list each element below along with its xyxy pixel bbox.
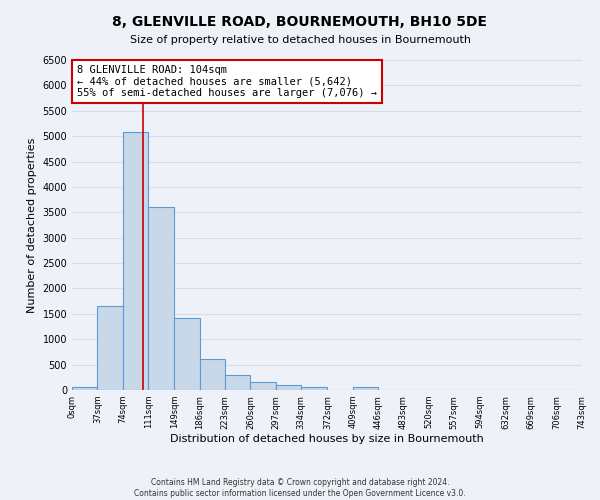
- Bar: [353, 388, 378, 390]
- Bar: [72, 388, 97, 390]
- Bar: [123, 132, 148, 390]
- X-axis label: Distribution of detached houses by size in Bournemouth: Distribution of detached houses by size …: [170, 434, 484, 444]
- Bar: [174, 318, 200, 390]
- Text: 8, GLENVILLE ROAD, BOURNEMOUTH, BH10 5DE: 8, GLENVILLE ROAD, BOURNEMOUTH, BH10 5DE: [113, 15, 487, 29]
- Text: Contains HM Land Registry data © Crown copyright and database right 2024.
Contai: Contains HM Land Registry data © Crown c…: [134, 478, 466, 498]
- Bar: [148, 207, 174, 390]
- Bar: [250, 382, 276, 390]
- Bar: [200, 359, 225, 390]
- Bar: [276, 385, 301, 390]
- Bar: [225, 375, 250, 390]
- Text: Size of property relative to detached houses in Bournemouth: Size of property relative to detached ho…: [130, 35, 470, 45]
- Bar: [97, 306, 123, 390]
- Y-axis label: Number of detached properties: Number of detached properties: [27, 138, 37, 312]
- Text: 8 GLENVILLE ROAD: 104sqm
← 44% of detached houses are smaller (5,642)
55% of sem: 8 GLENVILLE ROAD: 104sqm ← 44% of detach…: [77, 65, 377, 98]
- Bar: [301, 387, 328, 390]
